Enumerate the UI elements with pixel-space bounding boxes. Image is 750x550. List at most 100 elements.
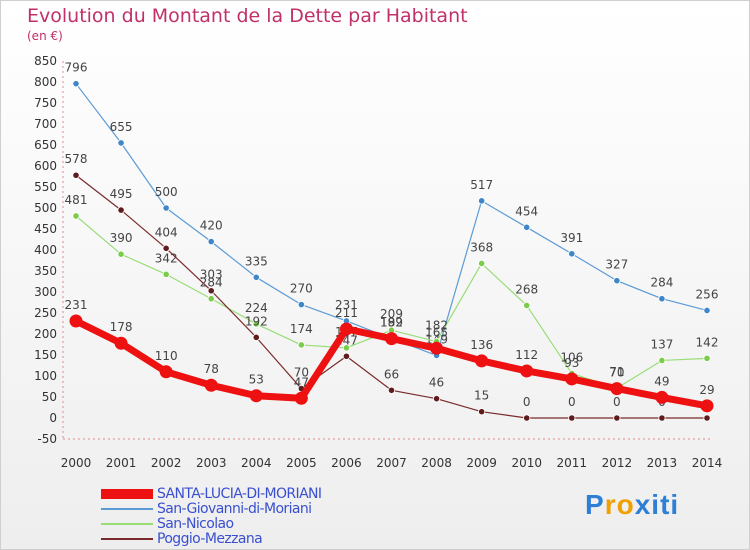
- data-label: 137: [650, 337, 673, 351]
- data-point: [523, 301, 531, 310]
- data-label: 142: [696, 335, 719, 349]
- data-label: 192: [380, 316, 403, 330]
- legend-swatch: [101, 523, 153, 525]
- data-point: [658, 295, 666, 303]
- data-point: [610, 382, 624, 396]
- data-label: 391: [560, 231, 583, 245]
- data-point: [342, 344, 351, 352]
- y-tick-label: 600: [34, 159, 57, 173]
- data-label: 796: [65, 61, 88, 75]
- data-point: [613, 414, 621, 422]
- data-point: [117, 139, 125, 147]
- legend-item: San-Nicolao: [101, 517, 381, 532]
- y-tick-label: 550: [34, 180, 57, 194]
- data-label: 29: [699, 383, 714, 397]
- y-tick-label: 250: [34, 306, 57, 320]
- data-point: [342, 352, 351, 360]
- data-point: [294, 391, 308, 405]
- y-tick-label: 400: [34, 243, 57, 257]
- data-point: [658, 414, 666, 422]
- data-point: [700, 399, 714, 413]
- y-tick-label: 350: [34, 264, 57, 278]
- data-label: 256: [696, 287, 719, 301]
- data-label: 66: [384, 367, 399, 381]
- y-tick-label: 150: [34, 348, 57, 362]
- data-point: [252, 320, 260, 328]
- data-label: 268: [515, 282, 538, 296]
- legend-swatch: [101, 489, 153, 499]
- data-point: [117, 206, 125, 214]
- data-label: 284: [200, 276, 223, 290]
- data-point: [475, 354, 489, 368]
- data-label: 15: [474, 389, 489, 403]
- legend-item: San-Giovanni-di-Moriani: [101, 502, 381, 517]
- data-point: [72, 80, 80, 88]
- data-label: 49: [654, 374, 669, 388]
- data-label: 390: [110, 231, 133, 245]
- data-point: [520, 364, 534, 378]
- x-tick-label: 2003: [196, 456, 227, 470]
- data-label: 284: [650, 276, 673, 290]
- logo-letter: r: [604, 489, 617, 520]
- data-point: [252, 273, 260, 281]
- data-label: 71: [609, 365, 624, 379]
- data-label: 192: [245, 314, 268, 328]
- y-tick-label: 650: [34, 138, 57, 152]
- data-point: [252, 333, 260, 341]
- data-label: 110: [155, 349, 178, 363]
- data-point: [387, 386, 396, 394]
- data-label: 655: [110, 120, 133, 134]
- data-label: 78: [204, 362, 219, 376]
- data-label: 112: [515, 348, 538, 362]
- x-tick-label: 2014: [692, 456, 723, 470]
- x-tick-label: 2002: [151, 456, 182, 470]
- data-point: [478, 259, 486, 268]
- x-tick-label: 2007: [376, 456, 407, 470]
- data-label: 189: [380, 316, 403, 330]
- logo-letter: i: [651, 489, 661, 520]
- data-label: 517: [470, 178, 493, 192]
- data-point: [72, 212, 80, 220]
- data-label: 0: [568, 395, 576, 409]
- data-label: 53: [249, 373, 264, 387]
- data-label: 178: [110, 320, 133, 334]
- data-label: 0: [613, 395, 621, 409]
- x-tick-label: 2009: [466, 456, 497, 470]
- data-point: [385, 332, 398, 346]
- x-tick-label: 2001: [106, 456, 137, 470]
- y-tick-label: 800: [34, 75, 57, 89]
- data-label: 0: [523, 395, 531, 409]
- x-tick-label: 2006: [331, 456, 362, 470]
- logo-letter: t: [660, 489, 671, 520]
- x-tick-label: 2005: [286, 456, 317, 470]
- data-point: [207, 287, 215, 295]
- data-point: [114, 336, 128, 350]
- logo-letter: x: [634, 489, 652, 520]
- y-tick-label: 700: [34, 117, 57, 131]
- y-tick-label: 500: [34, 201, 57, 215]
- data-point: [162, 204, 170, 212]
- legend-label: San-Giovanni-di-Moriani: [157, 501, 312, 517]
- proxiti-logo: Proxiti: [585, 489, 679, 521]
- y-tick-label: 50: [42, 390, 57, 404]
- data-point: [658, 356, 666, 365]
- data-label: 500: [155, 185, 178, 199]
- legend-item: Poggio-Mezzana: [101, 532, 381, 547]
- data-label: 495: [110, 187, 133, 201]
- logo-letter: P: [585, 489, 605, 520]
- x-tick-label: 2013: [647, 456, 678, 470]
- logo-letter: i: [670, 489, 680, 520]
- data-label: 404: [155, 225, 178, 239]
- data-label: 481: [65, 193, 88, 207]
- x-tick-label: 2011: [557, 456, 588, 470]
- data-point: [339, 322, 353, 336]
- data-label: 136: [470, 338, 493, 352]
- chart-legend: SANTA-LUCIA-DI-MORIANI San-Giovanni-di-Mo…: [101, 487, 381, 547]
- data-point: [478, 408, 486, 416]
- x-tick-label: 2012: [602, 456, 633, 470]
- data-point: [523, 414, 531, 422]
- data-label: 231: [65, 298, 88, 312]
- data-label: 174: [290, 322, 313, 336]
- legend-label: San-Nicolao: [157, 516, 234, 532]
